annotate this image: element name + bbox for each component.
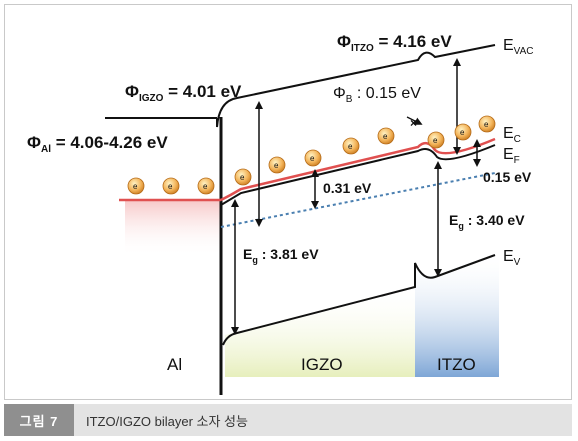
svg-text:e: e — [168, 182, 173, 191]
band-diagram: e e e e e e e e e e e × ΦIGZO = 4.01 eV … — [27, 32, 534, 395]
svg-text:e: e — [383, 132, 388, 141]
svg-text:e: e — [203, 182, 208, 191]
electron: e — [268, 156, 286, 174]
phi-itzo-label: ΦITZO = 4.16 eV — [337, 32, 452, 54]
barrier-blocked-mark: × — [410, 116, 417, 130]
region-label-itzo: ITZO — [437, 355, 476, 374]
phi-igzo-label: ΦIGZO = 4.01 eV — [125, 82, 242, 104]
electron: e — [427, 131, 445, 149]
svg-text:e: e — [433, 136, 438, 145]
valence-band-line — [222, 254, 496, 346]
electron: e — [454, 123, 472, 141]
svg-text:e: e — [240, 173, 245, 182]
svg-text:e: e — [484, 120, 489, 129]
region-label-al: Al — [167, 355, 182, 374]
e-vac-label: EVAC — [503, 37, 534, 57]
electron: e — [197, 177, 215, 195]
offset-015-label: 0.15 eV — [483, 169, 532, 185]
eg-igzo-label: Eg : 3.81 eV — [243, 246, 319, 265]
itzo-region-fill — [415, 251, 499, 377]
svg-text:e: e — [310, 154, 315, 163]
electron: e — [342, 137, 360, 155]
electron-group: e e e e e e e e e e e — [127, 115, 496, 195]
e-c-label: EC — [503, 125, 521, 145]
electron: e — [234, 168, 252, 186]
al-region-fill — [125, 201, 221, 256]
e-f-label: EF — [503, 146, 520, 166]
svg-text:e: e — [274, 161, 279, 170]
fermi-level-line — [220, 172, 496, 228]
figure-caption: ITZO/IGZO bilayer 소자 성능 — [86, 413, 248, 429]
svg-text:e: e — [460, 128, 465, 137]
phi-b-pointer — [406, 116, 423, 125]
figure-frame: e e e e e e e e e e e × ΦIGZO = 4.01 eV … — [4, 4, 572, 400]
eg-itzo-label: Eg : 3.40 eV — [449, 212, 525, 231]
e-v-label: EV — [503, 248, 521, 268]
conduction-band-edge — [220, 144, 496, 206]
phi-b-label: ΦB : 0.15 eV — [333, 85, 421, 105]
electron: e — [127, 177, 145, 195]
electron: e — [304, 149, 322, 167]
svg-text:e: e — [348, 142, 353, 151]
vacuum-level-line — [105, 44, 496, 128]
region-label-igzo: IGZO — [301, 355, 343, 374]
phi-al-label: ΦAl = 4.06-4.26 eV — [27, 133, 168, 155]
igzo-region-fill — [225, 285, 415, 377]
electron: e — [478, 115, 496, 133]
figure-number-tag: 그림 7 — [4, 404, 74, 436]
offset-031-label: 0.31 eV — [323, 180, 372, 196]
caption-bar: 그림 7 ITZO/IGZO bilayer 소자 성능 — [4, 404, 572, 436]
electron: e — [377, 127, 395, 145]
electron: e — [162, 177, 180, 195]
svg-text:e: e — [133, 182, 138, 191]
